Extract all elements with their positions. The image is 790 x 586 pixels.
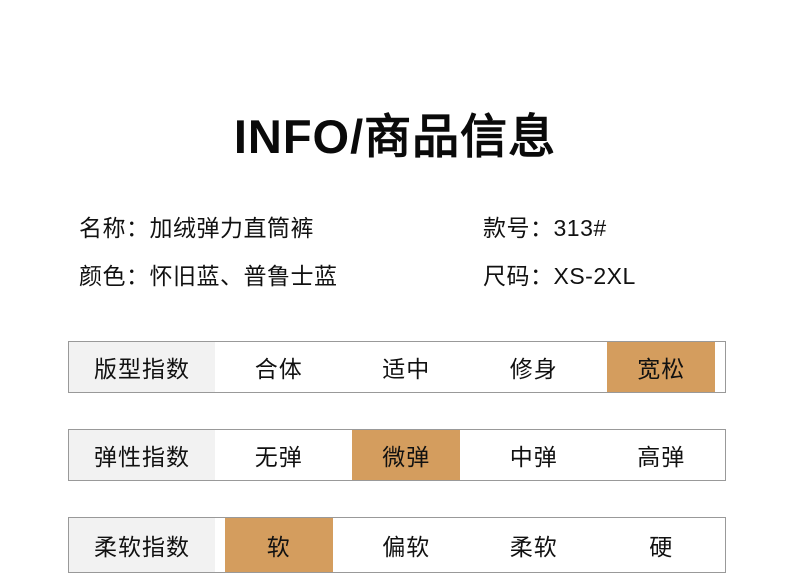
softness-option-cell: 硬 — [598, 518, 726, 572]
product-basic-info-left: 名称：加绒弹力直筒裤 颜色：怀旧蓝、普鲁士蓝 — [79, 204, 338, 300]
softness-index-label: 柔软指数 — [69, 518, 215, 572]
product-name-line: 名称：加绒弹力直筒裤 — [79, 204, 338, 252]
product-style-label: 款号： — [483, 215, 554, 241]
fit-option-cell: 合体 — [215, 342, 343, 392]
elasticity-option-cell-selected: 微弹 — [343, 430, 471, 480]
elasticity-option-label: 微弹 — [352, 430, 461, 480]
product-name-label: 名称： — [79, 215, 150, 241]
fit-option-label: 适中 — [382, 356, 431, 382]
softness-option-label: 柔软 — [509, 534, 558, 560]
softness-option-cell: 柔软 — [470, 518, 598, 572]
page-title: INFO/商品信息 — [233, 110, 557, 163]
fit-index-row: 版型指数 合体 适中 修身 宽松 — [68, 341, 726, 393]
softness-option-label: 软 — [224, 518, 333, 572]
fit-option-label: 修身 — [509, 356, 558, 382]
elasticity-option-label: 高弹 — [637, 444, 686, 470]
elasticity-index-row: 弹性指数 无弹 微弹 中弹 高弹 — [68, 429, 726, 481]
elasticity-option-cell: 无弹 — [215, 430, 343, 480]
product-color-label: 颜色： — [79, 263, 150, 289]
product-size-label: 尺码： — [483, 263, 554, 289]
elasticity-option-cell: 高弹 — [598, 430, 726, 480]
product-size-value: XS-2XL — [553, 263, 636, 289]
elasticity-option-label: 中弹 — [509, 444, 558, 470]
product-name-value: 加绒弹力直筒裤 — [149, 215, 314, 241]
fit-option-label: 合体 — [254, 356, 303, 382]
fit-option-cell: 修身 — [470, 342, 598, 392]
softness-option-cell-selected: 软 — [215, 518, 343, 572]
product-style-line: 款号：313# — [483, 204, 636, 252]
fit-option-cell-selected: 宽松 — [598, 342, 726, 392]
product-size-line: 尺码：XS-2XL — [483, 252, 636, 300]
softness-index-row: 柔软指数 软 偏软 柔软 硬 — [68, 517, 726, 573]
product-basic-info-right: 款号：313# 尺码：XS-2XL — [483, 204, 636, 300]
softness-option-label: 偏软 — [382, 534, 431, 560]
elasticity-option-label: 无弹 — [254, 444, 303, 470]
product-color-line: 颜色：怀旧蓝、普鲁士蓝 — [79, 252, 338, 300]
product-style-value: 313# — [553, 215, 607, 241]
product-color-value: 怀旧蓝、普鲁士蓝 — [149, 263, 338, 289]
softness-option-label: 硬 — [649, 534, 674, 560]
fit-index-label: 版型指数 — [69, 342, 215, 392]
fit-option-label: 宽松 — [607, 342, 716, 392]
fit-option-cell: 适中 — [343, 342, 471, 392]
softness-option-cell: 偏软 — [343, 518, 471, 572]
elasticity-index-label: 弹性指数 — [69, 430, 215, 480]
elasticity-option-cell: 中弹 — [470, 430, 598, 480]
